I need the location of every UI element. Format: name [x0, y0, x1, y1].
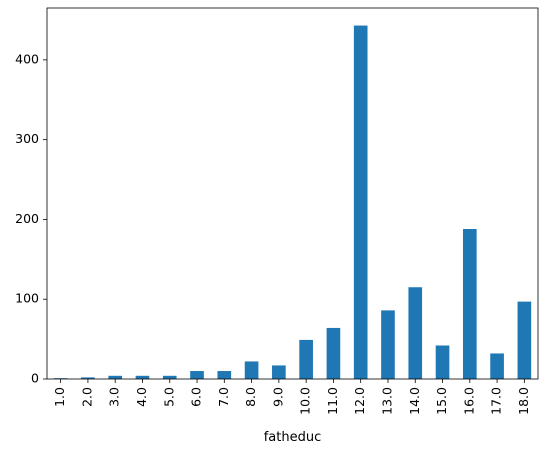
bar-7.0 — [217, 371, 232, 379]
x-tick-label: 4.0 — [134, 387, 149, 407]
bar-6.0 — [190, 371, 204, 379]
bars-group — [53, 25, 532, 380]
x-tick-label: 14.0 — [407, 387, 422, 415]
bar-18.0 — [517, 301, 532, 379]
x-tick-label: 11.0 — [325, 387, 340, 415]
bar-4.0 — [135, 375, 150, 379]
y-tick-label: 400 — [15, 51, 39, 66]
y-axis: 0 100 200 300 400 — [15, 51, 47, 386]
x-tick-label: 17.0 — [489, 387, 504, 415]
y-tick-label: 0 — [31, 371, 39, 386]
bar-5.0 — [162, 375, 177, 379]
x-axis: 1.0 2.0 3.0 4.0 5.0 6.0 7.0 8.0 9.0 10.0 11.0 12.0 1… — [52, 379, 531, 415]
bar-13.0 — [381, 310, 395, 379]
bar-10.0 — [299, 339, 313, 379]
bar-3.0 — [108, 375, 123, 379]
plot-frame — [46, 7, 539, 380]
y-tick-label: 100 — [15, 291, 39, 306]
bar-14.0 — [408, 287, 423, 379]
x-tick-label: 8.0 — [243, 387, 258, 407]
x-tick-label: 3.0 — [107, 387, 122, 407]
bar-8.0 — [244, 361, 259, 379]
x-tick-label: 7.0 — [216, 387, 231, 407]
x-tick-label: 2.0 — [79, 387, 94, 407]
bar-17.0 — [490, 353, 504, 379]
y-tick-label: 300 — [15, 131, 39, 146]
x-tick-label: 10.0 — [298, 387, 313, 415]
bar-11.0 — [326, 327, 341, 379]
x-tick-label: 6.0 — [189, 387, 204, 407]
bar-9.0 — [272, 365, 286, 379]
x-tick-label: 16.0 — [461, 387, 476, 415]
x-tick-label: 13.0 — [379, 387, 394, 415]
x-axis-label: fatheduc — [264, 430, 322, 445]
x-tick-label: 5.0 — [161, 387, 176, 407]
bar-15.0 — [435, 345, 450, 379]
x-tick-label: 1.0 — [52, 387, 67, 407]
bar-16.0 — [462, 229, 477, 379]
x-tick-label: 15.0 — [434, 387, 449, 415]
bar-2.0 — [81, 377, 95, 379]
y-tick-label: 200 — [15, 211, 39, 226]
x-tick-label: 9.0 — [270, 387, 285, 407]
x-tick-label: 12.0 — [352, 387, 367, 415]
bar-12.0 — [353, 25, 368, 380]
x-tick-label: 18.0 — [516, 387, 531, 415]
